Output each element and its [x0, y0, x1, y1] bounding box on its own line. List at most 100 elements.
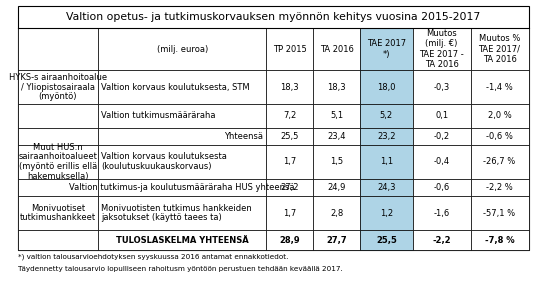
Text: Valtion tutkimusmääräraha: Valtion tutkimusmääräraha: [101, 111, 215, 120]
Bar: [98, 104, 266, 128]
Bar: [360, 145, 413, 179]
Text: TA 2016: TA 2016: [320, 45, 354, 54]
Text: 1,7: 1,7: [283, 209, 296, 218]
Text: 0,1: 0,1: [435, 111, 448, 120]
Bar: [266, 70, 313, 104]
Bar: [360, 196, 413, 230]
Text: 1,7: 1,7: [283, 157, 296, 166]
Text: 23,4: 23,4: [327, 132, 346, 141]
Text: 18,3: 18,3: [327, 83, 346, 92]
Bar: [98, 179, 266, 196]
Bar: [360, 70, 413, 104]
Bar: [266, 145, 313, 179]
Bar: [18, 70, 98, 104]
Text: Täydennetty talousarvio lopulliseen rahoitusm yöntöön perustuen tehdään keväällä: Täydennetty talousarvio lopulliseen raho…: [18, 266, 343, 272]
Bar: [18, 196, 98, 230]
Text: 5,1: 5,1: [330, 111, 343, 120]
Bar: [413, 179, 471, 196]
Text: -2,2: -2,2: [432, 236, 451, 245]
Bar: [360, 104, 413, 128]
Bar: [18, 104, 98, 128]
Bar: [18, 6, 529, 250]
Text: Muutos %
TAE 2017/
TA 2016: Muutos % TAE 2017/ TA 2016: [479, 34, 521, 64]
Bar: [360, 230, 413, 250]
Text: 1,2: 1,2: [380, 209, 393, 218]
Bar: [266, 179, 313, 196]
Text: Muutos
(milj. €)
TAE 2017 -
TA 2016: Muutos (milj. €) TAE 2017 - TA 2016: [419, 29, 464, 69]
Text: 18,3: 18,3: [280, 83, 299, 92]
Bar: [413, 230, 471, 250]
Text: -0,3: -0,3: [433, 83, 450, 92]
Bar: [360, 28, 413, 70]
Text: -0,4: -0,4: [433, 157, 450, 166]
Text: 1,5: 1,5: [330, 157, 343, 166]
Bar: [413, 128, 471, 145]
Bar: [313, 70, 360, 104]
Bar: [313, 230, 360, 250]
Text: -0,6: -0,6: [433, 183, 450, 192]
Bar: [313, 179, 360, 196]
Text: Valtion korvaus koulutuksesta
(koulutuskuukauskorvaus): Valtion korvaus koulutuksesta (koulutusk…: [101, 152, 227, 171]
Bar: [18, 230, 98, 250]
Text: 27,2: 27,2: [280, 183, 299, 192]
Text: -0,2: -0,2: [433, 132, 450, 141]
Text: TULOSLASKELMA YHTEENSÄ: TULOSLASKELMA YHTEENSÄ: [116, 236, 248, 245]
Bar: [98, 145, 266, 179]
Bar: [471, 196, 529, 230]
Text: Yhteensä: Yhteensä: [224, 132, 263, 141]
Text: (milj. euroa): (milj. euroa): [157, 45, 208, 54]
Text: 2,8: 2,8: [330, 209, 343, 218]
Text: -1,6: -1,6: [433, 209, 450, 218]
Bar: [313, 128, 360, 145]
Text: *) valtion talousarvioehdotyksen syyskuussa 2016 antamat ennakkotiedot.: *) valtion talousarvioehdotyksen syyskuu…: [18, 254, 288, 261]
Bar: [98, 196, 266, 230]
Bar: [471, 230, 529, 250]
Text: TP 2015: TP 2015: [273, 45, 306, 54]
Text: 2,0 %: 2,0 %: [488, 111, 512, 120]
Text: -0,6 %: -0,6 %: [486, 132, 513, 141]
Bar: [18, 128, 98, 145]
Bar: [18, 145, 98, 179]
Text: Valtion tutkimus-ja koulutusmääräraha HUS yhteensä: Valtion tutkimus-ja koulutusmääräraha HU…: [69, 183, 295, 192]
Bar: [98, 230, 266, 250]
Text: 25,5: 25,5: [376, 236, 397, 245]
Bar: [413, 104, 471, 128]
Text: 5,2: 5,2: [380, 111, 393, 120]
Text: 25,5: 25,5: [280, 132, 299, 141]
Bar: [313, 145, 360, 179]
Bar: [98, 28, 266, 70]
Text: -2,2 %: -2,2 %: [486, 183, 513, 192]
Bar: [313, 28, 360, 70]
Text: 18,0: 18,0: [377, 83, 395, 92]
Bar: [266, 196, 313, 230]
Bar: [471, 104, 529, 128]
Text: Valtion korvaus koulutuksesta, STM: Valtion korvaus koulutuksesta, STM: [101, 83, 249, 92]
Text: 1,1: 1,1: [380, 157, 393, 166]
Text: 28,9: 28,9: [279, 236, 300, 245]
Text: Monivuotisten tutkimus hankkeiden
jaksotukset (käyttö taees ta): Monivuotisten tutkimus hankkeiden jaksot…: [101, 204, 252, 222]
Bar: [471, 128, 529, 145]
Bar: [313, 196, 360, 230]
Bar: [18, 179, 98, 196]
Bar: [471, 145, 529, 179]
Text: Muut HUS:n
sairaanhoitoalueet
(myöntö erillis ellä
hakemuksella): Muut HUS:n sairaanhoitoalueet (myöntö er…: [19, 143, 98, 181]
Text: -26,7 %: -26,7 %: [483, 157, 515, 166]
Text: -7,8 %: -7,8 %: [484, 236, 514, 245]
Bar: [413, 70, 471, 104]
Text: TAE 2017
*): TAE 2017 *): [367, 39, 406, 59]
Bar: [98, 70, 266, 104]
Text: HYKS-s airaanhoitoalue
/ Yliopistosairaala
(myöntö): HYKS-s airaanhoitoalue / Yliopistosairaa…: [9, 73, 107, 101]
Bar: [313, 104, 360, 128]
Text: 23,2: 23,2: [377, 132, 395, 141]
Bar: [471, 28, 529, 70]
Text: Valtion opetus- ja tutkimuskorvauksen myönnön kehitys vuosina 2015-2017: Valtion opetus- ja tutkimuskorvauksen my…: [66, 12, 480, 22]
Bar: [360, 179, 413, 196]
Text: 7,2: 7,2: [283, 111, 296, 120]
Bar: [413, 28, 471, 70]
Text: Monivuotiset
tutkimushankkeet: Monivuotiset tutkimushankkeet: [20, 204, 96, 222]
Bar: [266, 128, 313, 145]
Text: 27,7: 27,7: [326, 236, 347, 245]
Text: -57,1 %: -57,1 %: [483, 209, 515, 218]
Bar: [266, 28, 313, 70]
Bar: [413, 196, 471, 230]
